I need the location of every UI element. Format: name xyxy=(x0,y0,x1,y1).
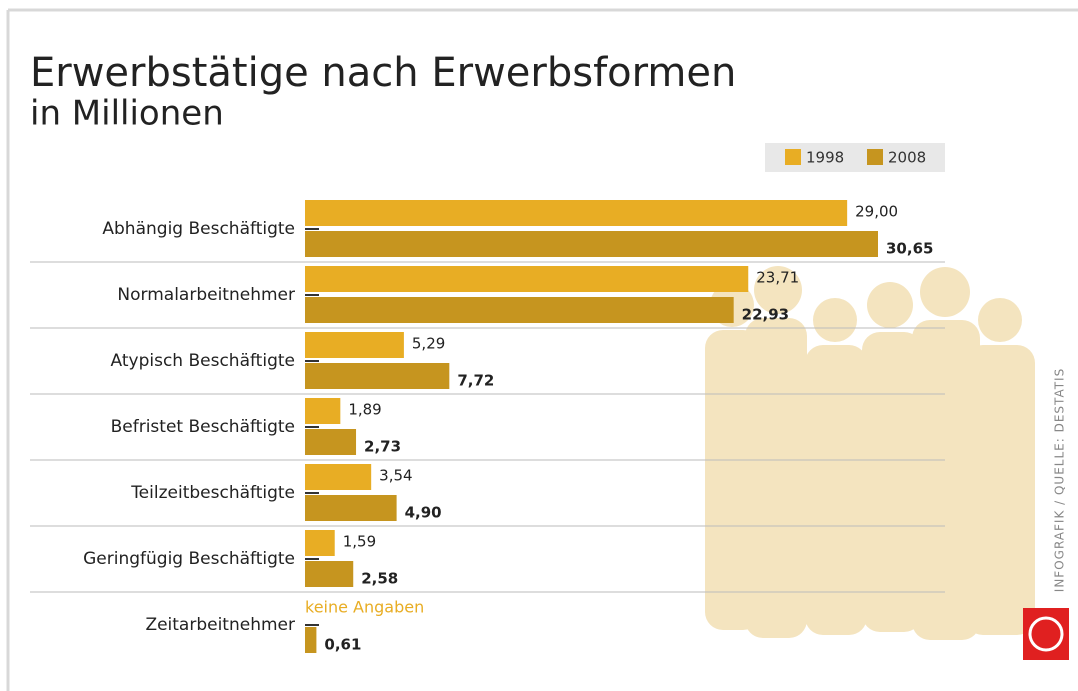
bar xyxy=(305,464,371,490)
category-label: Atypisch Beschäftigte xyxy=(111,351,295,371)
bar xyxy=(305,530,335,556)
bar xyxy=(305,495,397,521)
chart-title: Erwerbstätige nach Erwerbsformen xyxy=(30,50,736,96)
legend-label: 2008 xyxy=(888,149,926,167)
value-label: 3,54 xyxy=(379,467,412,485)
value-label: 4,90 xyxy=(405,504,442,522)
value-label: 22,93 xyxy=(742,306,789,324)
chart-subtitle: in Millionen xyxy=(30,94,224,134)
value-label: 23,71 xyxy=(756,269,799,287)
bar xyxy=(305,231,878,257)
chart: Erwerbstätige nach Erwerbsformen in Mill… xyxy=(0,0,1078,691)
bar xyxy=(305,266,748,292)
bar xyxy=(305,561,353,587)
category-label: Zeitarbeitnehmer xyxy=(145,615,295,635)
value-label: 2,58 xyxy=(361,570,398,588)
category-label: Befristet Beschäftigte xyxy=(111,417,295,437)
bar xyxy=(305,398,340,424)
category-label: Teilzeitbeschäftigte xyxy=(130,483,295,503)
value-label: 7,72 xyxy=(457,372,494,390)
bar xyxy=(305,363,449,389)
category-label: Normalarbeitnehmer xyxy=(117,285,295,305)
bar xyxy=(305,200,847,226)
category-label: Abhängig Beschäftigte xyxy=(102,219,295,239)
category-label: Geringfügig Beschäftigte xyxy=(83,549,295,569)
value-label: keine Angaben xyxy=(305,598,424,617)
value-label: 2,73 xyxy=(364,438,401,456)
value-label: 1,89 xyxy=(348,401,381,419)
logo xyxy=(1023,608,1069,660)
bar xyxy=(305,429,356,455)
value-label: 0,61 xyxy=(324,636,361,654)
source: INFOGRAFIK / QUELLE: DESTATIS xyxy=(1053,368,1067,592)
legend-swatch xyxy=(785,149,801,165)
legend-swatch xyxy=(867,149,883,165)
legend-label: 1998 xyxy=(806,149,844,167)
value-label: 5,29 xyxy=(412,335,445,353)
bar xyxy=(305,332,404,358)
value-label: 1,59 xyxy=(343,533,376,551)
bar xyxy=(305,297,734,323)
value-label: 29,00 xyxy=(855,203,898,221)
value-label: 30,65 xyxy=(886,240,933,258)
bar xyxy=(305,627,316,653)
